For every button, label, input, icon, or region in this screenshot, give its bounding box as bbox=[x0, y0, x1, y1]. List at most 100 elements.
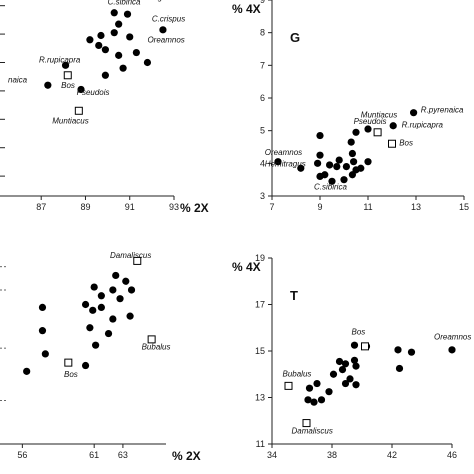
point-label: R.rupicapra bbox=[39, 55, 81, 64]
x-tick-label: 7 bbox=[269, 202, 274, 212]
data-point bbox=[341, 360, 350, 368]
point-label: Bos bbox=[399, 138, 413, 147]
data-point bbox=[321, 171, 329, 179]
x-tick-label: 61 bbox=[89, 450, 99, 460]
data-point-square bbox=[284, 381, 293, 390]
x-tick-label: 38 bbox=[327, 450, 337, 460]
y-tick-label: 11 bbox=[256, 439, 265, 449]
data-point bbox=[314, 159, 322, 167]
data-point bbox=[346, 375, 354, 383]
data-point bbox=[352, 128, 360, 136]
data-point bbox=[274, 158, 282, 166]
data-point bbox=[109, 315, 117, 323]
data-point bbox=[81, 300, 90, 309]
data-point bbox=[77, 85, 85, 94]
y-axis-label: % 4X bbox=[232, 2, 261, 16]
data-point bbox=[357, 164, 365, 172]
y-tick-label: 3 bbox=[260, 191, 265, 201]
panel-letter: T bbox=[290, 288, 298, 303]
point-label: Hemitragus bbox=[265, 160, 306, 169]
data-point bbox=[90, 283, 98, 291]
data-point bbox=[97, 303, 105, 312]
data-point bbox=[97, 292, 105, 300]
data-point-square bbox=[147, 335, 156, 344]
data-point bbox=[304, 396, 312, 404]
data-point bbox=[104, 329, 113, 338]
x-tick-label: 63 bbox=[118, 450, 128, 460]
point-label: Damaliscus bbox=[292, 427, 333, 436]
data-point bbox=[394, 346, 402, 354]
data-point bbox=[89, 306, 97, 314]
y-tick-label: 7 bbox=[260, 60, 265, 70]
data-point bbox=[92, 341, 100, 349]
point-label: Hemitragus bbox=[130, 0, 171, 2]
data-point bbox=[122, 277, 130, 285]
point-label: Bos bbox=[61, 81, 75, 90]
data-point bbox=[159, 26, 167, 34]
x-tick-label: 42 bbox=[387, 450, 397, 460]
point-label: Bubalus bbox=[142, 343, 171, 352]
data-point bbox=[101, 46, 109, 54]
data-point bbox=[38, 303, 47, 312]
x-tick-label: 87 bbox=[36, 202, 46, 212]
data-point bbox=[297, 164, 305, 172]
data-point-square bbox=[63, 71, 72, 80]
point-label: Muntiacus bbox=[361, 111, 397, 120]
data-point bbox=[112, 271, 120, 280]
data-point bbox=[317, 396, 326, 404]
data-point bbox=[340, 176, 348, 184]
y-tick-label: 9 bbox=[260, 0, 265, 5]
data-point bbox=[448, 346, 456, 354]
point-label: Pseudois bbox=[354, 117, 387, 126]
data-point bbox=[342, 163, 350, 171]
data-point bbox=[352, 381, 360, 389]
data-point bbox=[127, 286, 136, 294]
data-point bbox=[407, 348, 416, 356]
y-tick-label: 19 bbox=[255, 253, 265, 263]
data-point-square bbox=[373, 128, 382, 137]
data-point-square bbox=[302, 419, 311, 428]
x-tick-label: 46 bbox=[447, 450, 457, 460]
point-label: Muntiacus bbox=[52, 117, 88, 126]
x-axis-label: % 2X bbox=[180, 201, 209, 215]
data-point bbox=[410, 109, 418, 117]
data-point bbox=[115, 51, 123, 59]
data-point bbox=[116, 295, 124, 303]
data-point bbox=[86, 324, 94, 332]
y-tick-label: 5 bbox=[260, 126, 265, 136]
x-tick-label: 9 bbox=[317, 202, 322, 212]
point-label: Bubalus bbox=[283, 370, 312, 379]
data-point bbox=[95, 41, 103, 50]
x-tick-label: 15 bbox=[459, 202, 469, 212]
data-point bbox=[350, 356, 359, 364]
data-point bbox=[313, 379, 321, 388]
x-tick-label: 11 bbox=[363, 202, 372, 212]
data-point-square bbox=[361, 342, 369, 351]
data-point-square bbox=[388, 139, 396, 148]
data-point bbox=[310, 398, 318, 406]
point-label: C.sibirica bbox=[108, 0, 141, 6]
data-point bbox=[126, 33, 134, 41]
data-point bbox=[350, 158, 358, 166]
data-point bbox=[325, 388, 333, 396]
point-label: R.pyrenaica bbox=[421, 106, 464, 115]
x-tick-label: 34 bbox=[267, 450, 277, 460]
point-label: naica bbox=[8, 75, 28, 84]
data-point bbox=[395, 364, 404, 373]
data-point bbox=[341, 379, 350, 388]
data-point bbox=[110, 29, 118, 37]
point-label: C.sibirica bbox=[314, 182, 347, 191]
y-tick-label: 17 bbox=[255, 300, 265, 310]
data-point bbox=[335, 156, 343, 164]
point-label: Oreamnos bbox=[147, 36, 184, 45]
point-label: Bos bbox=[64, 370, 78, 379]
y-axis-label: % 4X bbox=[232, 260, 261, 274]
data-point bbox=[338, 366, 347, 374]
data-point bbox=[23, 367, 31, 375]
y-tick-label: 4 bbox=[260, 158, 265, 168]
data-point bbox=[328, 177, 336, 185]
point-label: Oreamnos bbox=[434, 332, 471, 341]
point-label: Bos bbox=[352, 328, 366, 337]
y-tick-label: 13 bbox=[255, 393, 265, 403]
